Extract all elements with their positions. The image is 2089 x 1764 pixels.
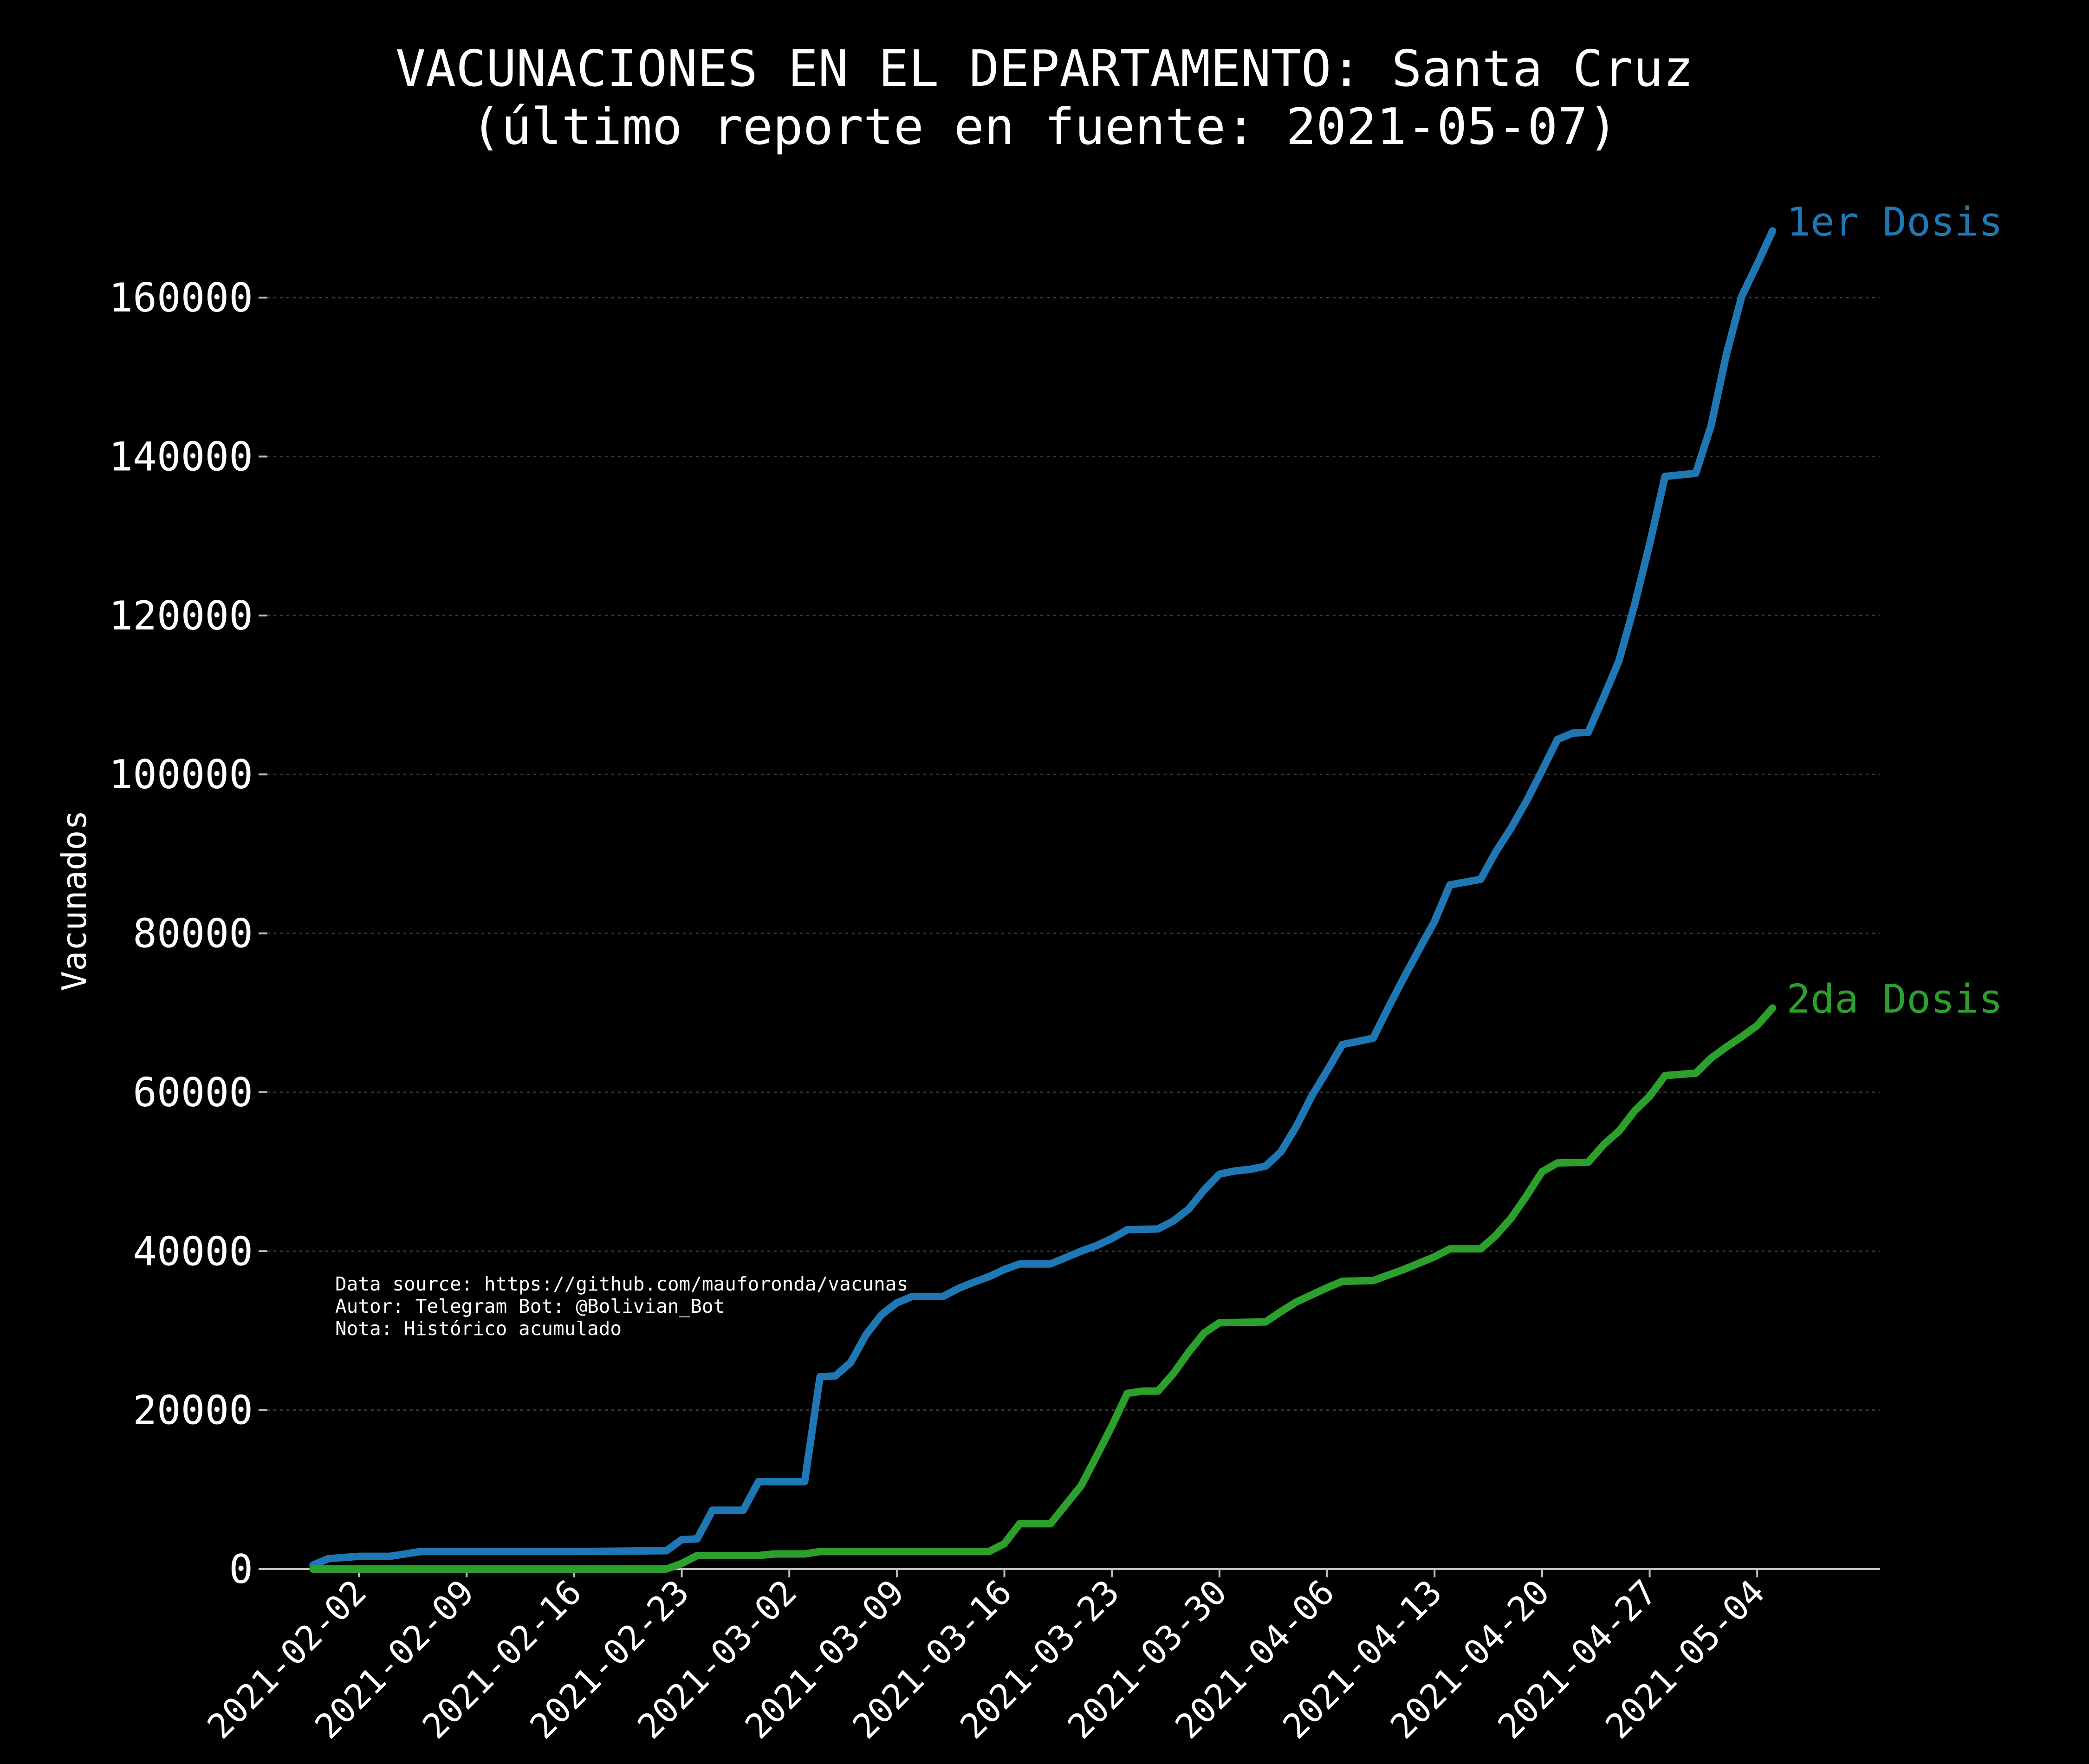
y-tick-label: 120000 — [109, 593, 253, 639]
y-tick-label: 0 — [229, 1546, 253, 1593]
note-source: Data source: https://github.com/mauforon… — [335, 1273, 908, 1295]
series-line-2 — [309, 1004, 1777, 1573]
series-labels: 1er Dosis 2da Dosis — [1786, 199, 2003, 1022]
series-label-1: 1er Dosis — [1786, 199, 2003, 245]
y-ticks: 0 20000 40000 60000 80000 100000 120000 140000 1… — [109, 275, 267, 1593]
y-tick-label: 20000 — [133, 1388, 253, 1434]
series-lines — [309, 227, 1777, 1573]
y-tick-label: 80000 — [133, 911, 253, 957]
series-line-1 — [309, 227, 1777, 1569]
y-tick-label: 140000 — [109, 434, 253, 480]
chart-subtitle: (último reporte en fuente: 2021-05-07) — [471, 98, 1618, 156]
y-tick-label: 100000 — [109, 752, 253, 798]
y-tick-label: 60000 — [133, 1070, 253, 1116]
chart-title: VACUNACIONES EN EL DEPARTAMENTO: Santa C… — [396, 40, 1693, 98]
y-axis-label: Vacunados — [55, 810, 94, 991]
note-author: Autor: Telegram Bot: @Bolivian_Bot — [335, 1295, 725, 1317]
y-tick-label: 160000 — [109, 275, 253, 321]
note-history: Nota: Histórico acumulado — [335, 1317, 622, 1340]
y-tick-label: 40000 — [133, 1228, 253, 1275]
series-label-2: 2da Dosis — [1786, 976, 2003, 1022]
source-note: Data source: https://github.com/mauforon… — [335, 1273, 908, 1340]
